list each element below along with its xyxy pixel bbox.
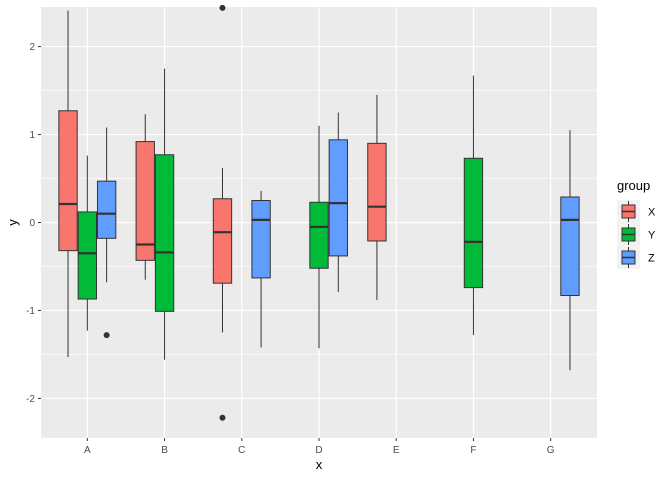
box-body (58, 110, 78, 252)
x-tick-label: E (393, 445, 400, 456)
boxes-layer (58, 4, 580, 421)
box-body (328, 139, 348, 257)
x-axis-title: x (316, 457, 323, 472)
y-axis: -2 -1 0 1 2 (26, 42, 41, 405)
box-B-Y (154, 68, 175, 360)
outlier-point (219, 4, 226, 11)
legend: group XYZ (617, 178, 656, 269)
legend-label: Z (648, 253, 655, 265)
box-A-X (58, 10, 78, 358)
box-D-Z (328, 112, 348, 292)
box-E-X (367, 94, 387, 300)
box-body (560, 196, 580, 297)
legend-title: group (617, 178, 650, 193)
legend-label: Y (648, 230, 656, 242)
box-D-Y (309, 125, 329, 349)
y-tick-label: 2 (29, 42, 35, 53)
box-body (309, 201, 329, 269)
legend-item-Z: Z (617, 246, 655, 269)
box-body (212, 198, 233, 284)
box-G-Z (560, 130, 580, 371)
y-axis-title: y (5, 219, 20, 226)
y-tick-label: -1 (26, 306, 35, 317)
outlier-point (219, 414, 226, 421)
box-body (251, 200, 271, 279)
y-tick-label: 1 (29, 130, 35, 141)
y-tick-label: -2 (26, 394, 35, 405)
x-tick-label: B (161, 445, 168, 456)
y-tick-label: 0 (29, 218, 35, 229)
box-body (367, 142, 387, 242)
outlier-point (103, 332, 110, 339)
box-body (154, 154, 175, 312)
box-C-Z (251, 190, 271, 348)
x-tick-label: A (84, 445, 91, 456)
box-C-X (212, 4, 233, 421)
box-body (96, 180, 117, 239)
legend-item-X: X (617, 200, 656, 223)
x-tick-label: F (470, 445, 476, 456)
legend-label: X (648, 207, 656, 219)
box-A-Y (77, 155, 98, 331)
legend-item-Y: Y (617, 223, 656, 246)
box-A-Z (96, 127, 117, 339)
box-body (135, 141, 155, 261)
box-B-X (135, 114, 155, 280)
x-tick-label: C (238, 445, 245, 456)
x-tick-label: G (547, 445, 555, 456)
x-tick-label: D (315, 445, 322, 456)
box-body (463, 157, 484, 289)
box-body (77, 211, 98, 300)
box-F-Y (463, 75, 484, 336)
x-axis: A B C D E F G (84, 438, 555, 456)
